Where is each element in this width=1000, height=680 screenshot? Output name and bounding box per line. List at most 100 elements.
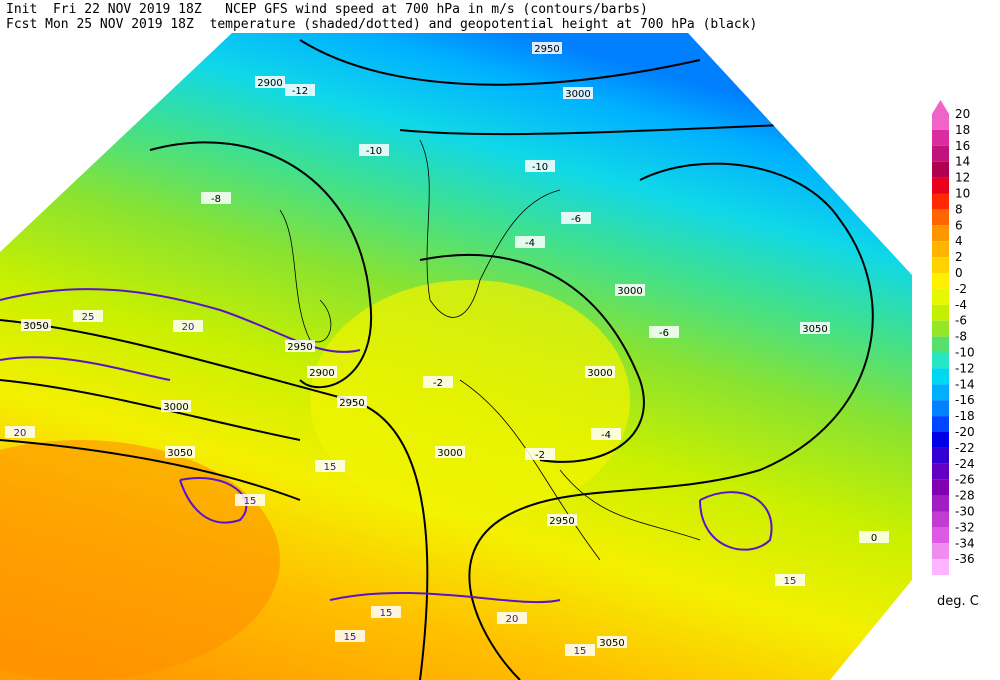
colorbar-swatch xyxy=(932,209,949,226)
label-box xyxy=(165,446,195,458)
colorbar-swatch xyxy=(932,288,949,305)
colorbar-label: -6 xyxy=(955,314,967,328)
label-box xyxy=(423,376,453,388)
colorbar-label: -2 xyxy=(955,282,967,296)
colorbar-label: 0 xyxy=(955,266,963,280)
contour-label: 3000 xyxy=(565,89,590,100)
colorbar-label: 4 xyxy=(955,234,963,248)
label-box xyxy=(497,612,527,624)
contour-label: 3000 xyxy=(617,286,642,297)
colorbar-swatch xyxy=(932,479,949,496)
label-box xyxy=(597,636,627,648)
contour-label: -6 xyxy=(571,214,581,225)
contour-label: 15 xyxy=(574,646,587,657)
colorbar-label: 10 xyxy=(955,187,970,201)
label-box xyxy=(565,644,595,656)
label-box xyxy=(335,630,365,642)
label-box xyxy=(547,514,577,526)
label-box xyxy=(161,400,191,412)
colorbar-swatch xyxy=(932,559,949,576)
contour-label: 2950 xyxy=(339,398,364,409)
label-box xyxy=(371,606,401,618)
label-box xyxy=(515,236,545,248)
contour-label: -4 xyxy=(525,238,535,249)
colorbar-label: -24 xyxy=(955,457,975,471)
label-box xyxy=(359,144,389,156)
contour-label: 3050 xyxy=(599,638,624,649)
label-box xyxy=(337,396,367,408)
colorbar-label: -16 xyxy=(955,393,975,407)
colorbar-swatch xyxy=(932,447,949,464)
header-line: Fcst Mon 25 NOV 2019 18Z temperature (sh… xyxy=(6,17,758,32)
contour-label: 15 xyxy=(344,632,357,643)
label-box xyxy=(649,326,679,338)
label-box xyxy=(285,84,315,96)
colorbar-label: -30 xyxy=(955,505,975,519)
contour-label: 3050 xyxy=(23,321,48,332)
colorbar-swatch xyxy=(932,416,949,432)
label-box xyxy=(307,366,337,378)
colorbar-label: -36 xyxy=(955,552,975,566)
label-box xyxy=(173,320,203,332)
contour-label: -10 xyxy=(366,146,382,157)
colorbar-label: 14 xyxy=(955,155,970,169)
colorbar-swatch xyxy=(932,320,949,337)
colorbar-swatch xyxy=(932,241,949,258)
label-box xyxy=(435,446,465,458)
colorbar-label: -28 xyxy=(955,489,975,503)
colorbar-swatch xyxy=(932,463,949,480)
colorbar-swatch xyxy=(932,145,949,162)
colorbar-swatch xyxy=(932,114,949,130)
label-box xyxy=(800,322,830,334)
label-box xyxy=(859,531,889,543)
contour-label: 15 xyxy=(244,496,257,507)
colorbar-swatch xyxy=(932,432,949,448)
colorbar-label: 20 xyxy=(955,107,970,121)
colorbar-label: -12 xyxy=(955,361,975,375)
contour-label: 3000 xyxy=(587,368,612,379)
contour-label: 3000 xyxy=(163,402,188,413)
contour-label: -12 xyxy=(292,86,308,97)
colorbar-swatch xyxy=(932,225,949,242)
colorbar-label: -14 xyxy=(955,377,975,391)
colorbar-unit: deg. C xyxy=(937,594,979,609)
colorbar-swatch xyxy=(932,400,949,417)
colorbar-arrow xyxy=(932,100,949,114)
contour-label: 2950 xyxy=(534,44,559,55)
label-box xyxy=(591,428,621,440)
colorbar-swatch xyxy=(932,384,949,401)
colorbar-swatch xyxy=(932,193,949,210)
colorbar-label: 16 xyxy=(955,139,970,153)
label-box xyxy=(255,76,285,88)
label-box xyxy=(285,340,315,352)
colorbar-label: -26 xyxy=(955,473,975,487)
colorbar-label: 12 xyxy=(955,171,970,185)
label-box xyxy=(235,494,265,506)
contour-label: -4 xyxy=(601,430,611,441)
colorbar-swatch xyxy=(932,129,949,146)
label-box xyxy=(73,310,103,322)
colorbar-label: 8 xyxy=(955,202,963,216)
contour-label: 15 xyxy=(324,462,337,473)
colorbar-label: 6 xyxy=(955,218,963,232)
label-box xyxy=(532,42,562,54)
colorbar-label: -18 xyxy=(955,409,975,423)
label-box xyxy=(585,366,615,378)
label-box xyxy=(615,284,645,296)
colorbar-swatch xyxy=(932,304,949,321)
label-box xyxy=(561,212,591,224)
contour-label: -10 xyxy=(532,162,548,173)
label-box xyxy=(525,160,555,172)
header-line: Init Fri 22 NOV 2019 18Z NCEP GFS wind s… xyxy=(6,2,648,17)
contour-label: 20 xyxy=(506,614,519,625)
contour-label: 2900 xyxy=(257,78,282,89)
colorbar-label: -10 xyxy=(955,346,975,360)
colorbar-label: -4 xyxy=(955,298,967,312)
label-box xyxy=(775,574,805,586)
colorbar-swatch xyxy=(932,368,949,385)
contour-label: 15 xyxy=(380,608,393,619)
colorbar-label: 2 xyxy=(955,250,963,264)
contour-label: 2900 xyxy=(309,368,334,379)
contour-label: 20 xyxy=(14,428,27,439)
contour-label: 2950 xyxy=(549,516,574,527)
